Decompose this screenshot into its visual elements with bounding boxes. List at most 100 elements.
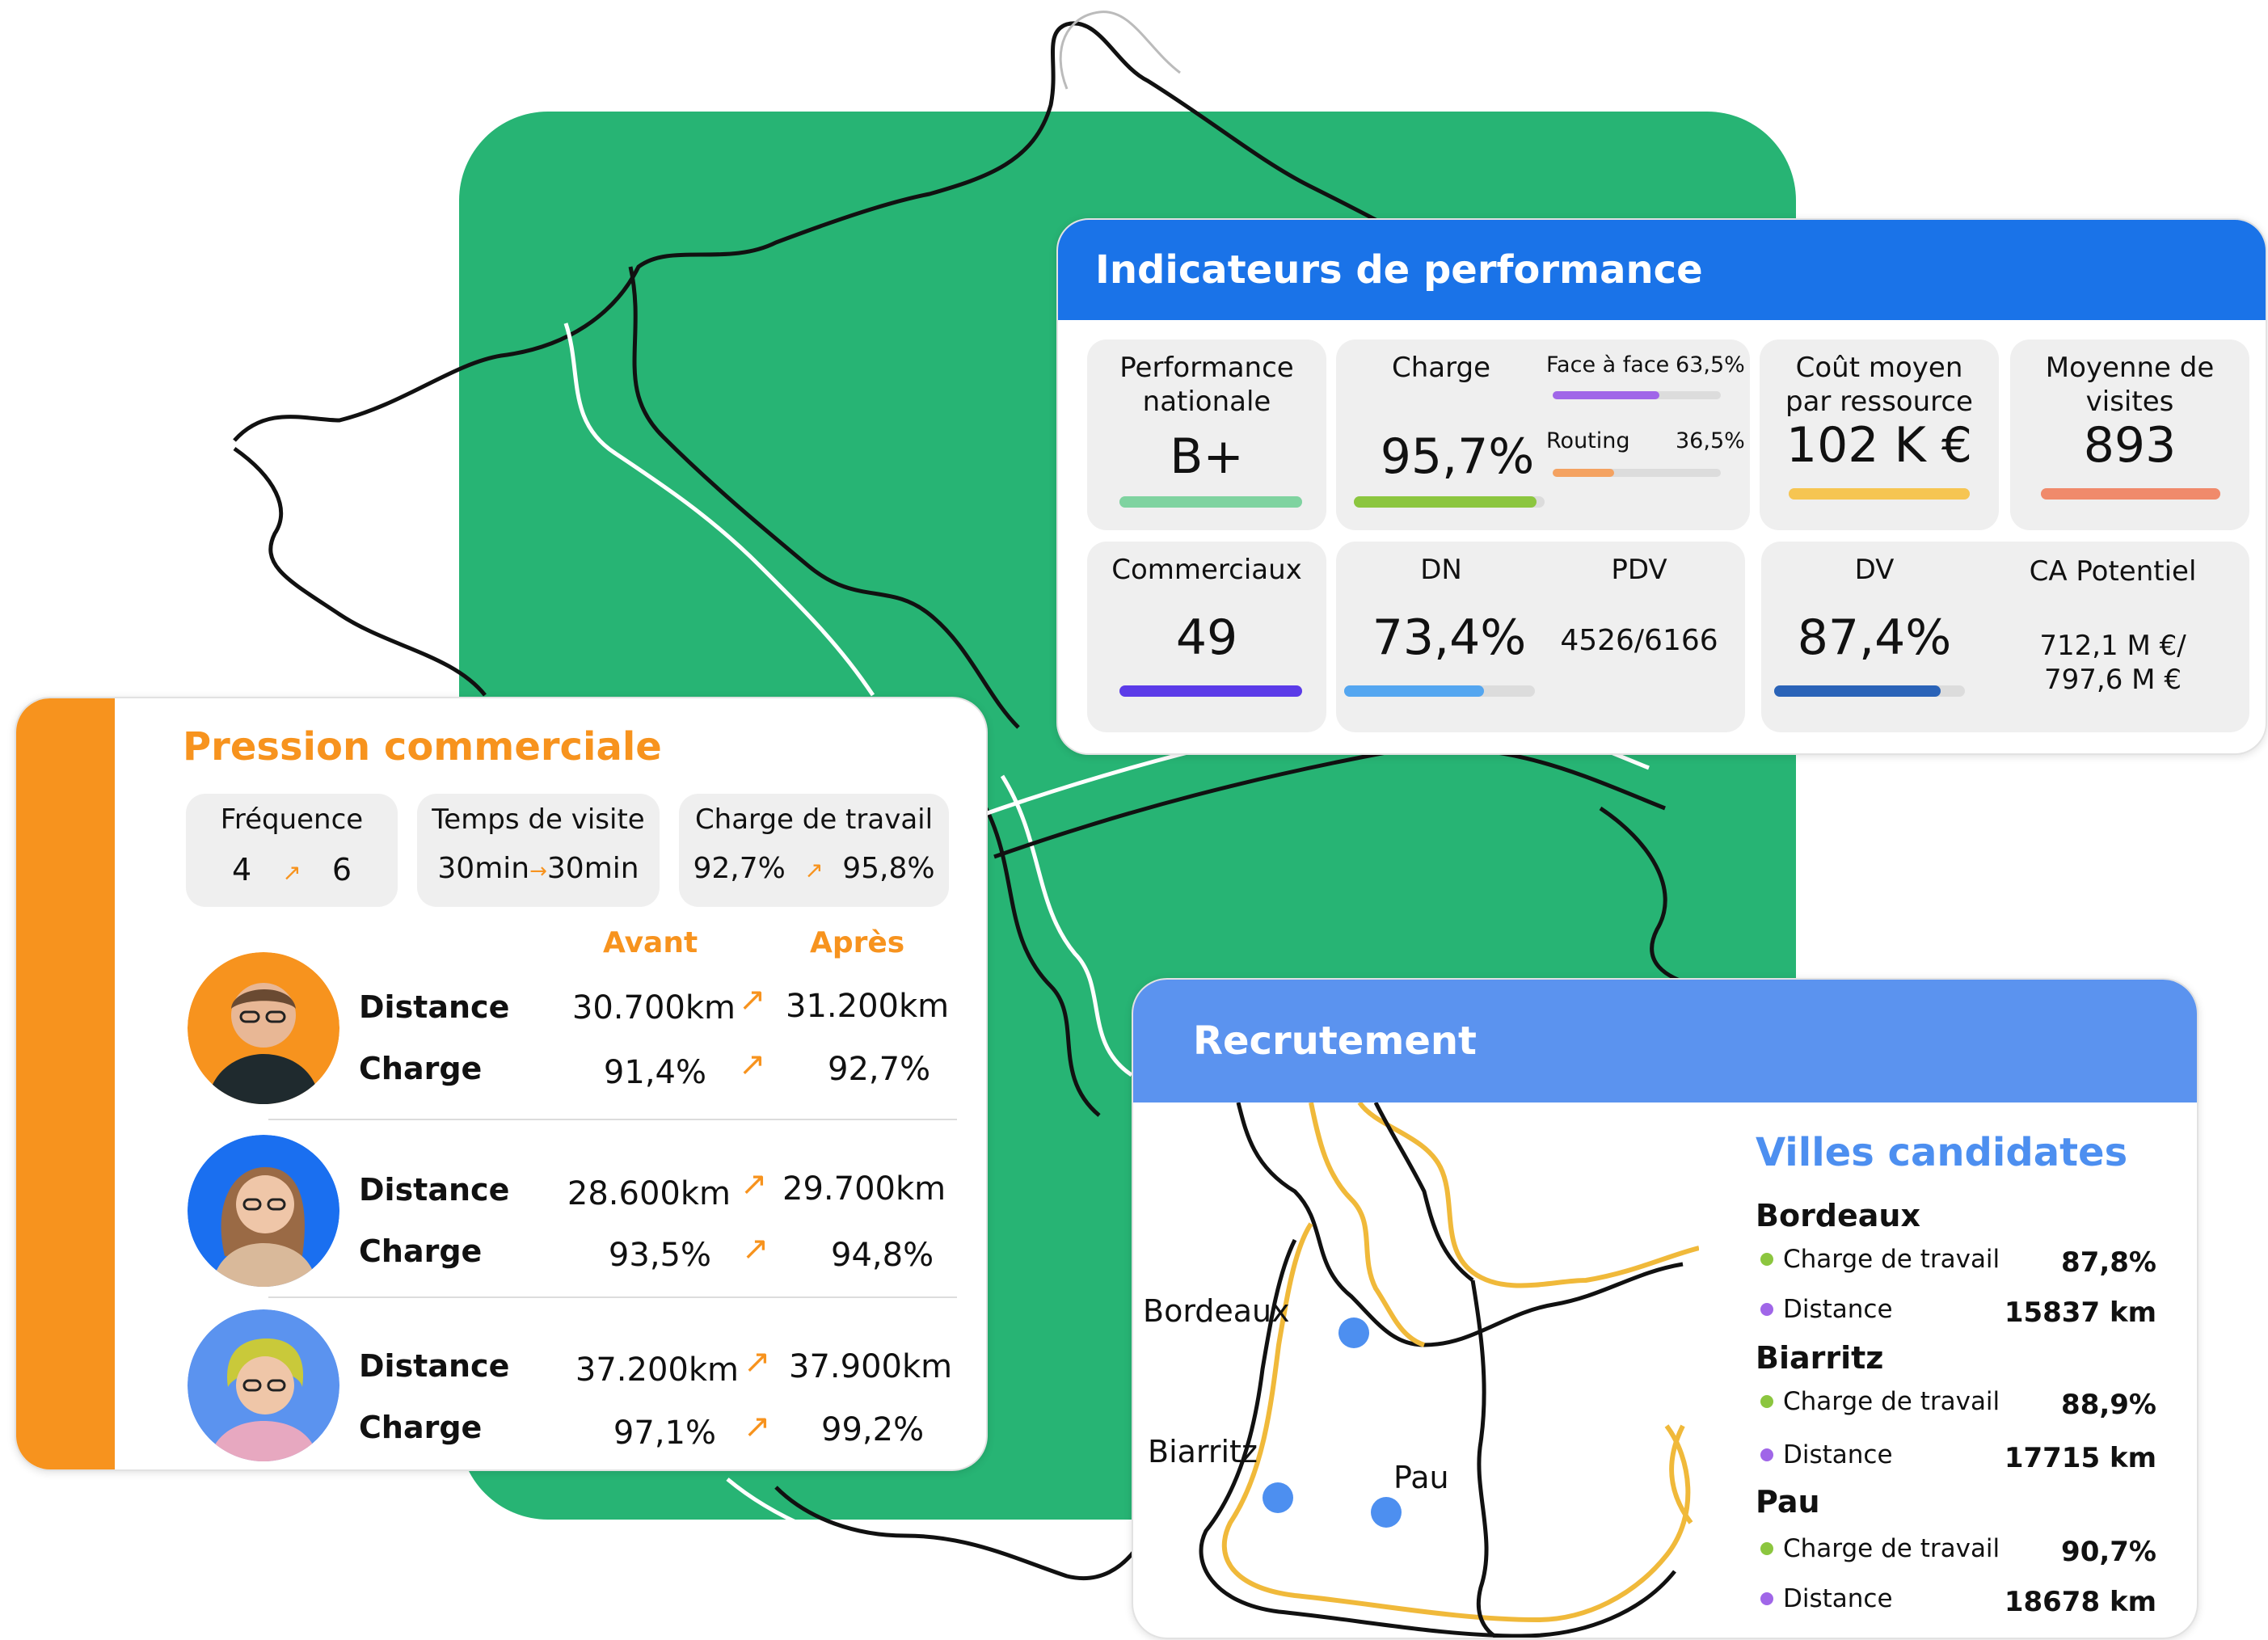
tile-visites-value: 893 bbox=[2083, 417, 2177, 474]
column-avant: Avant bbox=[603, 926, 698, 959]
tile-dn-bar bbox=[1344, 685, 1535, 697]
city-marker-pau[interactable] bbox=[1371, 1497, 1402, 1528]
kpi-header: Indicateurs de performance bbox=[1058, 220, 2266, 320]
dot-charge-icon bbox=[1760, 1395, 1773, 1408]
tile-ca-value-line2: 797,6 M € bbox=[2044, 664, 2182, 696]
tile-commerciaux-bar bbox=[1119, 685, 1302, 697]
tile-cout-bar bbox=[1789, 488, 1970, 500]
row-distance-label: Distance bbox=[359, 1348, 510, 1384]
tile-performance[interactable]: Performance nationale B+ bbox=[1087, 339, 1326, 530]
tile-performance-value: B+ bbox=[1170, 428, 1244, 485]
city-marker-biarritz[interactable] bbox=[1263, 1482, 1293, 1513]
temps-after: 30min bbox=[546, 852, 639, 885]
tile-frequence[interactable]: Fréquence 4 ↗ 6 bbox=[186, 794, 398, 907]
ville-distance-value: 18678 km bbox=[2004, 1586, 2156, 1618]
ville-distance: Distance bbox=[1760, 1584, 1893, 1613]
dot-charge-icon bbox=[1760, 1542, 1773, 1555]
ville-distance-label: Distance bbox=[1783, 1295, 1893, 1324]
recrutement-title: Recrutement bbox=[1193, 1018, 1477, 1064]
tile-visites-bar bbox=[2041, 488, 2220, 500]
ville-name: Bordeaux bbox=[1756, 1198, 1920, 1233]
tile-dv-value: 87,4% bbox=[1797, 609, 1952, 666]
avatar bbox=[188, 1309, 339, 1461]
kpi-panel: Indicateurs de performance Performance n… bbox=[1056, 218, 2267, 755]
row-charge-before: 93,5% bbox=[608, 1237, 711, 1274]
tile-performance-label: Performance nationale bbox=[1119, 352, 1294, 418]
tile-pdv-value: 4526/6166 bbox=[1560, 624, 1718, 657]
tile-travail-value: 92,7% ↗ 95,8% bbox=[679, 852, 949, 885]
tile-charge-label: Charge bbox=[1391, 352, 1490, 384]
row-distance-after: 37.900km bbox=[789, 1348, 953, 1385]
row-distance-before: 37.200km bbox=[575, 1351, 739, 1389]
ville-distance-label: Distance bbox=[1783, 1584, 1893, 1613]
tile-travail-label: Charge de travail bbox=[694, 803, 934, 836]
arrow-icon: ↗ bbox=[740, 1166, 768, 1203]
ville-distance: Distance bbox=[1760, 1295, 1893, 1324]
tile-cout[interactable]: Coût moyen par ressource 102 K € bbox=[1760, 339, 1999, 530]
tile-dv-ca[interactable]: DV 87,4% CA Potentiel 712,1 M €/ 797,6 M… bbox=[1761, 542, 2249, 732]
tile-charge-bar bbox=[1354, 496, 1545, 508]
tile-dn-value: 73,4% bbox=[1372, 609, 1527, 666]
ville-charge-label: Charge de travail bbox=[1783, 1534, 2000, 1563]
row-charge-label: Charge bbox=[359, 1051, 483, 1086]
tile-charge-travail[interactable]: Charge de travail 92,7% ↗ 95,8% bbox=[679, 794, 949, 907]
tile-ca-label: CA Potentiel bbox=[2029, 555, 2197, 588]
recrutement-panel: Recrutement Bordeaux Biarritz Pau Villes… bbox=[1132, 978, 2198, 1639]
row-charge-before: 91,4% bbox=[603, 1054, 706, 1091]
tile-visites-label: Moyenne de visites bbox=[2045, 352, 2215, 418]
tile-temps-label: Temps de visite bbox=[432, 803, 645, 836]
row-distance-before: 28.600km bbox=[567, 1175, 731, 1212]
arrow-icon: ↗ bbox=[742, 1230, 769, 1267]
temps-before: 30min bbox=[437, 852, 530, 885]
tile-visites[interactable]: Moyenne de visites 893 bbox=[2010, 339, 2249, 530]
row-charge-after: 99,2% bbox=[821, 1411, 925, 1448]
tile-charge[interactable]: Charge 95,7% Face à face 63,5% Routing 3… bbox=[1336, 339, 1750, 530]
map-label-biarritz: Biarritz bbox=[1148, 1434, 1258, 1469]
dot-distance-icon bbox=[1760, 1592, 1773, 1605]
ville-charge-label: Charge de travail bbox=[1783, 1387, 2000, 1416]
travail-after: 95,8% bbox=[842, 852, 935, 885]
tile-commerciaux-value: 49 bbox=[1175, 609, 1238, 666]
kpi-title: Indicateurs de performance bbox=[1095, 247, 1703, 293]
arrow-icon: ↗ bbox=[804, 857, 824, 883]
ville-charge: Charge de travail bbox=[1760, 1245, 2000, 1274]
city-marker-bordeaux[interactable] bbox=[1338, 1317, 1369, 1348]
tile-performance-bar bbox=[1119, 496, 1302, 508]
row-distance-label: Distance bbox=[359, 989, 510, 1025]
pression-accent-stripe bbox=[16, 698, 115, 1469]
tile-dn-label: DN bbox=[1420, 554, 1462, 586]
tile-cout-value: 102 K € bbox=[1785, 417, 1973, 474]
ville-distance-label: Distance bbox=[1783, 1440, 1893, 1469]
tile-commerciaux-label: Commerciaux bbox=[1111, 554, 1302, 586]
pression-title: Pression commerciale bbox=[183, 724, 662, 769]
row-divider bbox=[268, 1296, 957, 1298]
row-distance-before: 30.700km bbox=[571, 989, 736, 1027]
tile-commerciaux[interactable]: Commerciaux 49 bbox=[1087, 542, 1326, 732]
column-apres: Après bbox=[810, 926, 905, 959]
row-distance-label: Distance bbox=[359, 1172, 510, 1208]
ville-charge-value: 88,9% bbox=[2061, 1389, 2156, 1421]
face-bar bbox=[1553, 391, 1721, 399]
row-charge-before: 97,1% bbox=[613, 1414, 716, 1452]
tile-temps-visite[interactable]: Temps de visite 30min→30min bbox=[417, 794, 660, 907]
ville-charge-value: 90,7% bbox=[2061, 1536, 2156, 1568]
recrutement-map[interactable] bbox=[1133, 1102, 1699, 1639]
dot-distance-icon bbox=[1760, 1448, 1773, 1461]
row-divider bbox=[268, 1119, 957, 1120]
routing-label: Routing bbox=[1546, 428, 1630, 453]
row-charge-after: 94,8% bbox=[831, 1237, 934, 1274]
map-label-bordeaux: Bordeaux bbox=[1143, 1293, 1290, 1329]
face-value: 63,5% bbox=[1676, 352, 1745, 377]
avatar bbox=[188, 1135, 339, 1287]
tile-dn-pdv[interactable]: DN 73,4% PDV 4526/6166 bbox=[1336, 542, 1745, 732]
arrow-icon: ↗ bbox=[744, 1408, 771, 1445]
ville-name: Pau bbox=[1756, 1484, 1820, 1520]
frequence-before: 4 bbox=[231, 852, 252, 887]
frequence-after: 6 bbox=[331, 852, 352, 887]
row-charge-after: 92,7% bbox=[828, 1051, 931, 1088]
routing-bar bbox=[1553, 469, 1721, 477]
ville-charge-value: 87,8% bbox=[2061, 1246, 2156, 1279]
arrow-right-icon: → bbox=[529, 859, 547, 883]
tile-charge-value: 95,7% bbox=[1380, 428, 1535, 485]
